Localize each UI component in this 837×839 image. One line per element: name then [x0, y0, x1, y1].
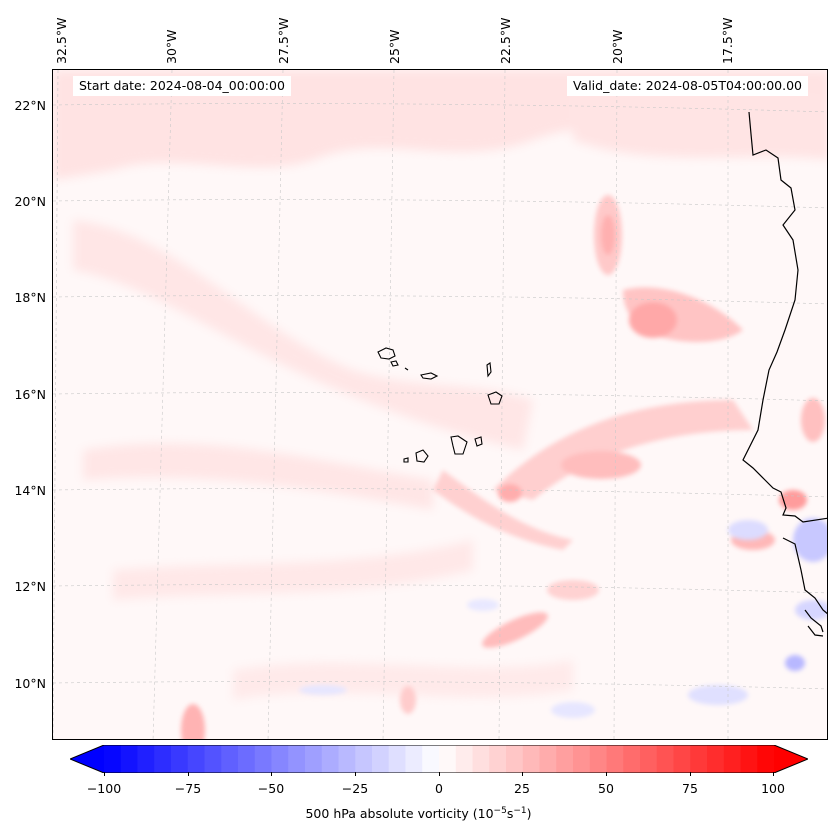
colorbar-bin — [305, 745, 323, 773]
lat-label-22n: 22°N — [14, 98, 46, 113]
vorticity-background — [53, 70, 827, 700]
colorbar-tick-label: 75 — [682, 781, 698, 796]
colorbar-label-exp1: −5 — [493, 806, 507, 816]
colorbar-bin — [656, 745, 674, 773]
colorbar-bin — [338, 745, 356, 773]
colorbar-bin — [254, 745, 272, 773]
cape-verde-islands — [377, 347, 503, 463]
colorbar-label-end: ) — [526, 806, 532, 822]
lon-label-22-5w: 22.5°W — [498, 17, 513, 64]
lat-label-12n: 12°N — [14, 579, 46, 594]
colorbar-bin — [120, 745, 138, 773]
colorbar-bin — [187, 745, 205, 773]
west-africa-coastline — [742, 111, 827, 637]
lat-label-18n: 18°N — [14, 290, 46, 305]
colorbar-bin — [472, 745, 490, 773]
map-panel[interactable] — [52, 69, 828, 740]
lon-label-25w: 25°W — [387, 29, 402, 64]
colorbar-tick-label: −25 — [341, 781, 369, 796]
colorbar-bin — [673, 745, 691, 773]
start-date-label: Start date: 2024-08-04_00:00:00 — [73, 76, 291, 96]
colorbar-bin — [690, 745, 708, 773]
colorbar-tickmark — [690, 772, 691, 776]
lat-label-14n: 14°N — [14, 483, 46, 498]
colorbar-bin — [321, 745, 339, 773]
colorbar-label: 500 hPa absolute vorticity (10−5s−1) — [0, 806, 837, 821]
colorbar-bin — [154, 745, 172, 773]
colorbar-bin — [171, 745, 189, 773]
colorbar-bin — [589, 745, 607, 773]
lat-label-10n: 10°N — [14, 676, 46, 691]
colorbar-bin — [372, 745, 390, 773]
colorbar-bin — [405, 745, 423, 773]
colorbar-bin — [522, 745, 540, 773]
colorbar-tick-label: 50 — [598, 781, 614, 796]
colorbar-tick-label: −50 — [257, 781, 285, 796]
colorbar-tickmark — [606, 772, 607, 776]
colorbar-tick-label: −75 — [174, 781, 202, 796]
colorbar-tickmark — [522, 772, 523, 776]
lon-label-32-5w: 32.5°W — [54, 17, 69, 64]
colorbar-bin — [439, 745, 457, 773]
lon-label-20w: 20°W — [610, 29, 625, 64]
colorbar-tickmark — [773, 772, 774, 776]
colorbar-bin — [288, 745, 306, 773]
colorbar-bin — [422, 745, 440, 773]
colorbar-bin — [506, 745, 524, 773]
colorbar-label-unit: s — [506, 806, 514, 822]
colorbar-bin — [723, 745, 741, 773]
colorbar-bin — [757, 745, 775, 773]
lat-label-20n: 20°N — [14, 194, 46, 209]
colorbar-tickmark — [439, 772, 440, 776]
colorbar-bin — [539, 745, 557, 773]
colorbar-tick-label: 100 — [761, 781, 785, 796]
colorbar-bin — [740, 745, 758, 773]
colorbar-tick-label: 25 — [514, 781, 530, 796]
colorbar-bin — [204, 745, 222, 773]
colorbar-bin — [137, 745, 155, 773]
valid-date-label: Valid_date: 2024-08-05T04:00:00.00 — [566, 76, 808, 96]
colorbar-bin — [221, 745, 239, 773]
colorbar — [68, 744, 810, 774]
vorticity-field — [53, 70, 827, 739]
vorticity-positive-features — [181, 195, 825, 739]
lon-label-27-5w: 27.5°W — [276, 17, 291, 64]
colorbar-bin — [271, 745, 289, 773]
colorbar-bin — [640, 745, 658, 773]
colorbar-bin — [455, 745, 473, 773]
colorbar-bin — [556, 745, 574, 773]
colorbar-bin — [707, 745, 725, 773]
colorbar-svg — [68, 744, 810, 774]
graticule — [53, 70, 827, 739]
colorbar-extend-max — [774, 745, 808, 773]
colorbar-extend-min — [70, 745, 104, 773]
colorbar-bin — [623, 745, 641, 773]
colorbar-bin — [355, 745, 373, 773]
vorticity-negative-features — [299, 518, 827, 718]
lat-label-16n: 16°N — [14, 387, 46, 402]
lon-label-30w: 30°W — [164, 29, 179, 64]
colorbar-label-exp2: −1 — [513, 806, 527, 816]
colorbar-tick-label: 0 — [435, 781, 443, 796]
colorbar-label-text: 500 hPa absolute vorticity (10 — [305, 806, 494, 822]
colorbar-bin — [104, 745, 122, 773]
colorbar-bin — [489, 745, 507, 773]
colorbar-tickmark — [188, 772, 189, 776]
colorbar-bin — [573, 745, 591, 773]
colorbar-tickmark — [355, 772, 356, 776]
lon-label-17-5w: 17.5°W — [720, 17, 735, 64]
colorbar-tick-label: −100 — [86, 781, 122, 796]
colorbar-bin — [388, 745, 406, 773]
colorbar-tickmark — [104, 772, 105, 776]
colorbar-tickmark — [271, 772, 272, 776]
colorbar-bin — [238, 745, 256, 773]
colorbar-bin — [606, 745, 624, 773]
